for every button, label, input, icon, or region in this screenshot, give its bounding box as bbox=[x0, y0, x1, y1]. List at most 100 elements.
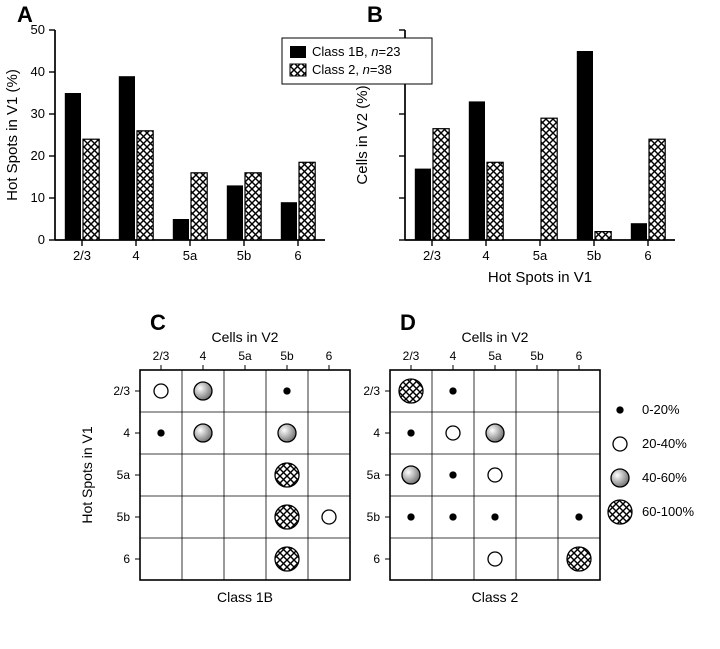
matrix-bottom-title: Class 1B bbox=[217, 589, 273, 605]
y-tick-label: 40 bbox=[31, 64, 45, 79]
bar-solid bbox=[65, 93, 81, 240]
bubble bbox=[450, 514, 456, 520]
x-axis-title: Hot Spots in V1 bbox=[488, 269, 592, 286]
bubble bbox=[194, 382, 212, 400]
bar-hatched bbox=[595, 232, 611, 240]
x-tick-label: 6 bbox=[644, 248, 651, 263]
matrix-frame bbox=[140, 370, 350, 580]
bar-hatched bbox=[433, 129, 449, 240]
matrix-row-label: 2/3 bbox=[363, 384, 380, 398]
x-tick-label: 4 bbox=[132, 248, 139, 263]
legend-label-2: Class 2, n=38 bbox=[312, 62, 392, 77]
bar-hatched bbox=[245, 173, 261, 240]
x-tick-label: 5b bbox=[587, 248, 601, 263]
bubble-legend-label: 40-60% bbox=[642, 470, 687, 485]
bubble bbox=[278, 424, 296, 442]
bar-solid bbox=[577, 51, 593, 240]
bubble bbox=[488, 468, 502, 482]
bubble bbox=[284, 388, 290, 394]
matrix-row-label: 4 bbox=[373, 426, 380, 440]
matrix-row-label: 5b bbox=[117, 510, 131, 524]
x-tick-label: 5a bbox=[533, 248, 548, 263]
legend-swatch-hatch bbox=[290, 64, 306, 76]
matrix-row-label: 6 bbox=[373, 552, 380, 566]
y-tick-label: 30 bbox=[31, 106, 45, 121]
legend-label-1: Class 1B, n=23 bbox=[312, 44, 401, 59]
panel-label: C bbox=[150, 310, 166, 335]
x-tick-label: 2/3 bbox=[423, 248, 441, 263]
bubble bbox=[408, 514, 414, 520]
matrix-row-label: 5b bbox=[367, 510, 381, 524]
matrix-col-label: 5a bbox=[488, 349, 502, 363]
bubble bbox=[450, 472, 456, 478]
matrix-top-title: Cells in V2 bbox=[212, 329, 279, 345]
bubble bbox=[408, 430, 414, 436]
matrix-bottom-title: Class 2 bbox=[472, 589, 519, 605]
y-axis-title: Hot Spots in V1 (%) bbox=[4, 69, 21, 201]
bubble bbox=[275, 463, 299, 487]
bubble bbox=[488, 552, 502, 566]
x-tick-label: 2/3 bbox=[73, 248, 91, 263]
bar-hatched bbox=[191, 173, 207, 240]
bar-solid bbox=[227, 185, 243, 240]
y-axis-title: Cells in V2 (%) bbox=[354, 85, 371, 184]
bar-hatched bbox=[137, 131, 153, 240]
panel-label: D bbox=[400, 310, 416, 335]
bubble bbox=[486, 424, 504, 442]
bubble-legend-label: 20-40% bbox=[642, 436, 687, 451]
bar-solid bbox=[281, 202, 297, 240]
matrix-col-label: 4 bbox=[200, 349, 207, 363]
bubble bbox=[613, 437, 627, 451]
matrix-left-title: Hot Spots in V1 bbox=[79, 426, 95, 523]
matrix-row-label: 5a bbox=[117, 468, 131, 482]
matrix-col-label: 5b bbox=[530, 349, 544, 363]
bubble bbox=[275, 505, 299, 529]
matrix-col-label: 5b bbox=[280, 349, 294, 363]
figure-svg: 010203040502/345a5b6Hot Spots in V1 (%)A… bbox=[0, 0, 720, 649]
bar-hatched bbox=[487, 162, 503, 240]
bubble bbox=[608, 500, 632, 524]
panel-label: A bbox=[17, 2, 33, 27]
matrix-top-title: Cells in V2 bbox=[462, 329, 529, 345]
matrix-col-label: 4 bbox=[450, 349, 457, 363]
matrix-col-label: 6 bbox=[326, 349, 333, 363]
bar-solid bbox=[415, 169, 431, 240]
bubble bbox=[275, 547, 299, 571]
bubble bbox=[399, 379, 423, 403]
bubble bbox=[446, 426, 460, 440]
matrix-row-label: 6 bbox=[123, 552, 130, 566]
matrix-col-label: 6 bbox=[576, 349, 583, 363]
y-tick-label: 20 bbox=[31, 148, 45, 163]
bubble bbox=[194, 424, 212, 442]
bubble-legend-label: 0-20% bbox=[642, 402, 680, 417]
x-tick-label: 5a bbox=[183, 248, 198, 263]
legend-swatch-solid bbox=[290, 46, 306, 58]
x-tick-label: 5b bbox=[237, 248, 251, 263]
bubble bbox=[617, 407, 623, 413]
bubble bbox=[576, 514, 582, 520]
bubble bbox=[402, 466, 420, 484]
bubble bbox=[154, 384, 168, 398]
bubble bbox=[611, 469, 629, 487]
matrix-col-label: 2/3 bbox=[153, 349, 170, 363]
bubble bbox=[450, 388, 456, 394]
y-tick-label: 0 bbox=[38, 232, 45, 247]
bubble bbox=[158, 430, 164, 436]
bar-solid bbox=[469, 101, 485, 240]
bubble bbox=[322, 510, 336, 524]
matrix-row-label: 4 bbox=[123, 426, 130, 440]
y-tick-label: 10 bbox=[31, 190, 45, 205]
matrix-col-label: 2/3 bbox=[403, 349, 420, 363]
matrix-col-label: 5a bbox=[238, 349, 252, 363]
bar-solid bbox=[631, 223, 647, 240]
figure-root: 010203040502/345a5b6Hot Spots in V1 (%)A… bbox=[0, 0, 720, 649]
x-tick-label: 6 bbox=[294, 248, 301, 263]
bubble bbox=[567, 547, 591, 571]
bar-solid bbox=[119, 76, 135, 240]
panel-label: B bbox=[367, 2, 383, 27]
matrix-row-label: 5a bbox=[367, 468, 381, 482]
bar-solid bbox=[173, 219, 189, 240]
bar-hatched bbox=[299, 162, 315, 240]
bar-hatched bbox=[83, 139, 99, 240]
bar-hatched bbox=[541, 118, 557, 240]
